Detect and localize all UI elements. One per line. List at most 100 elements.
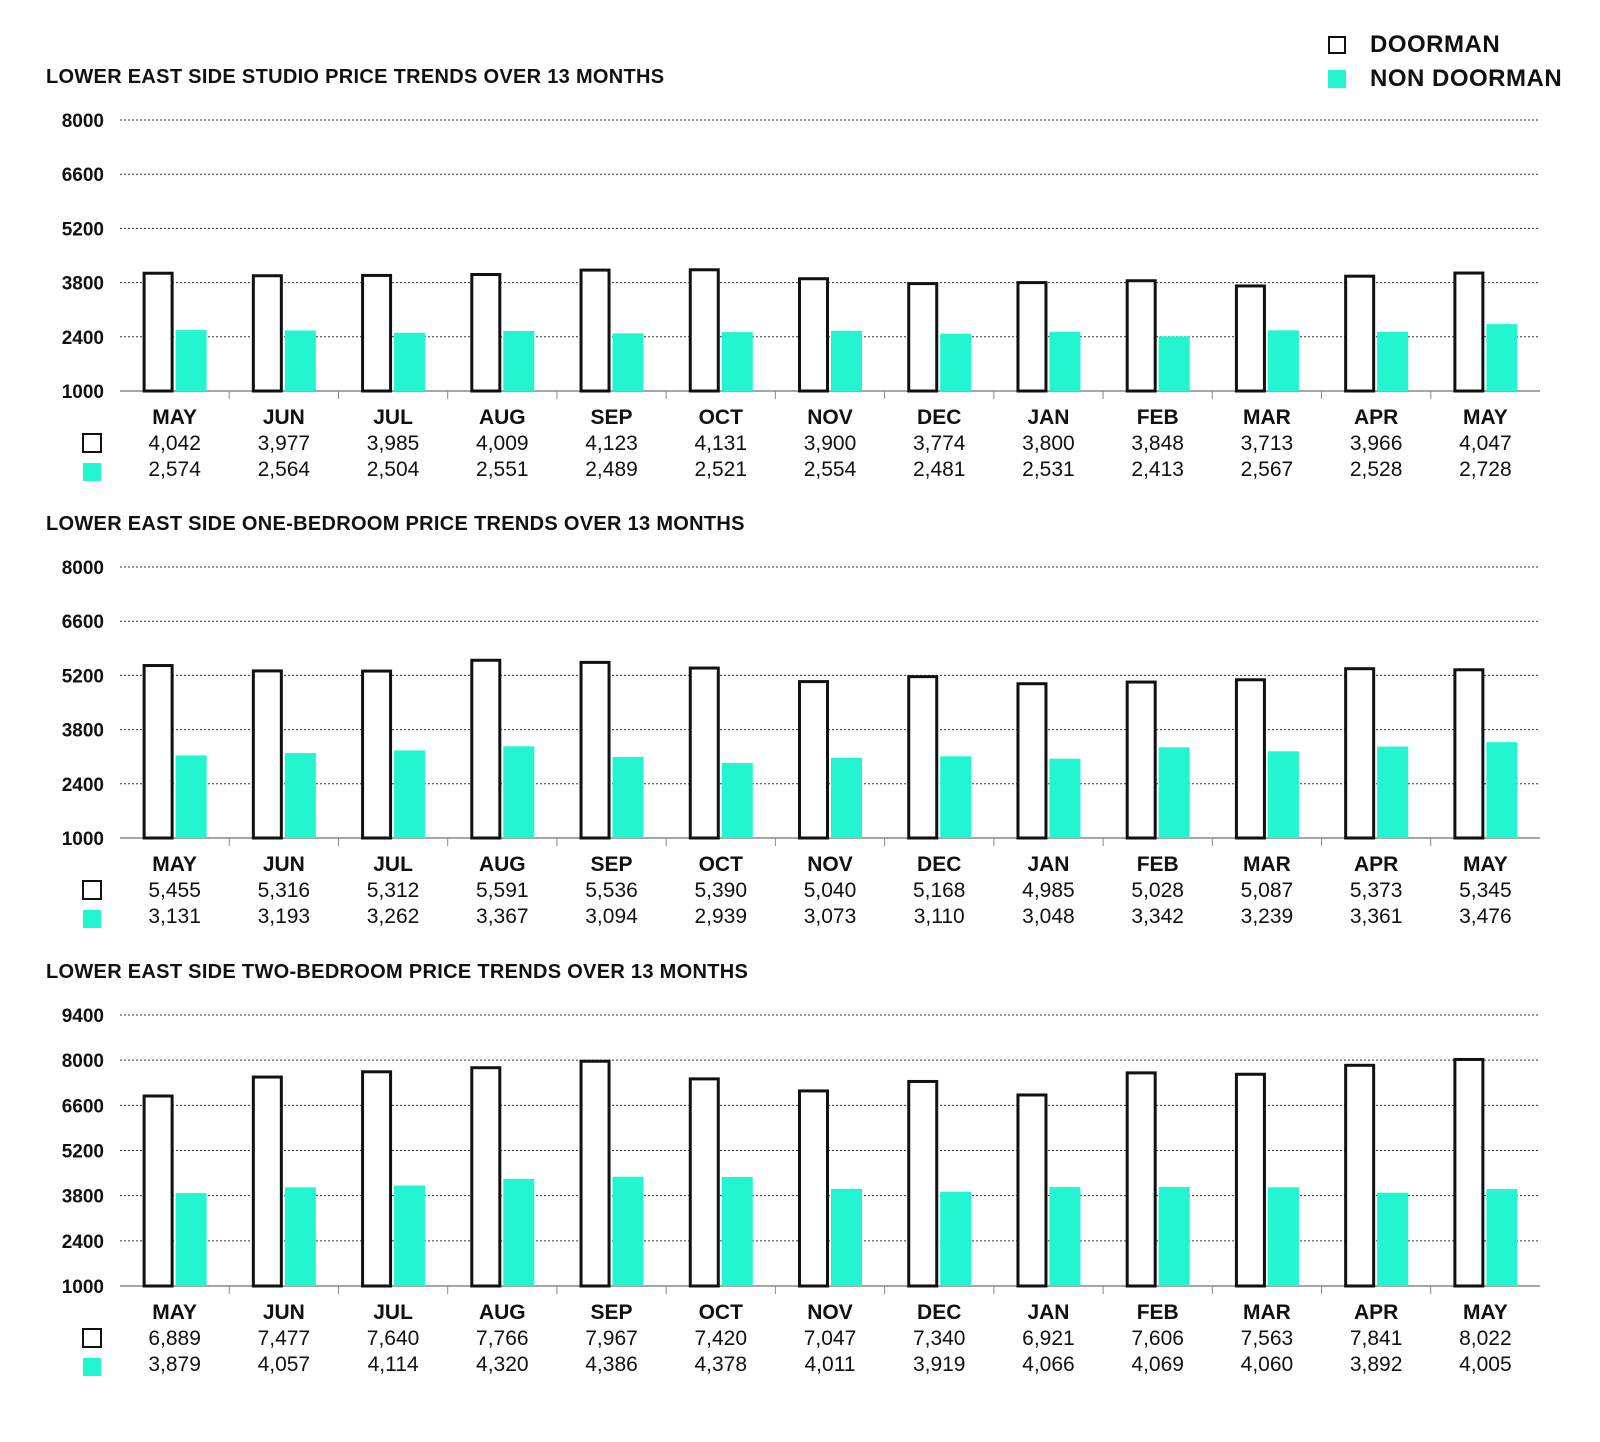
- legend-non-doorman: NON DOORMAN: [1328, 62, 1562, 96]
- chart-title: LOWER EAST SIDE ONE-BEDROOM PRICE TRENDS…: [46, 513, 745, 535]
- x-tick-label: NOV: [807, 406, 853, 429]
- x-tick-label: FEB: [1137, 1301, 1179, 1324]
- bar-non-doorman: [503, 746, 535, 838]
- data-label-doorman: 3,985: [367, 432, 420, 455]
- bar-doorman: [361, 273, 393, 393]
- bar-doorman: [907, 282, 939, 393]
- data-label-doorman: 3,848: [1131, 432, 1184, 455]
- data-label-non-doorman: 3,048: [1022, 905, 1075, 928]
- data-label-doorman: 7,477: [258, 1327, 311, 1350]
- data-label-doorman: 5,455: [148, 879, 201, 902]
- data-label-non-doorman: 3,476: [1459, 905, 1512, 928]
- bar-doorman: [798, 1089, 829, 1288]
- bar-non-doorman: [1049, 758, 1081, 838]
- bar-doorman: [142, 1094, 174, 1288]
- bar-non-doorman: [721, 762, 753, 838]
- bar-non-doorman: [721, 1177, 753, 1286]
- y-tick-label: 1000: [62, 1277, 104, 1298]
- data-label-non-doorman: 2,574: [148, 458, 201, 481]
- bar-doorman: [1234, 284, 1266, 393]
- bar-non-doorman: [1049, 1187, 1081, 1286]
- x-tick-label: JUN: [263, 1301, 305, 1324]
- one-bedroom-chart: LOWER EAST SIDE ONE-BEDROOM PRICE TRENDS…: [0, 513, 1600, 961]
- bar-doorman: [470, 658, 502, 840]
- x-tick-label: OCT: [699, 853, 744, 876]
- bar-non-doorman: [1158, 747, 1190, 838]
- bar-non-doorman: [503, 1178, 535, 1286]
- bar-doorman: [1344, 274, 1376, 393]
- bar-non-doorman: [1267, 1187, 1299, 1286]
- data-label-doorman: 5,312: [367, 879, 420, 902]
- bar-non-doorman: [1377, 1192, 1409, 1286]
- x-tick-label: DEC: [917, 1301, 961, 1324]
- legend-doorman-label: DOORMAN: [1370, 31, 1501, 58]
- bar-doorman: [1234, 678, 1266, 840]
- y-tick-label: 5200: [62, 1142, 104, 1163]
- data-label-doorman: 5,536: [585, 879, 638, 902]
- data-label-non-doorman: 2,728: [1459, 458, 1512, 481]
- bar-non-doorman: [1377, 746, 1409, 838]
- data-label-doorman: 5,591: [476, 879, 529, 902]
- data-label-non-doorman: 3,193: [258, 905, 311, 928]
- bar-non-doorman: [1267, 330, 1299, 391]
- bar-doorman: [1016, 682, 1048, 840]
- bar-doorman: [1344, 1063, 1376, 1288]
- data-label-non-doorman: 4,114: [368, 1353, 419, 1376]
- x-tick-label: FEB: [1137, 406, 1179, 429]
- data-label-doorman: 7,047: [804, 1327, 857, 1350]
- outline-square-icon: [82, 880, 102, 900]
- x-tick-label: MAY: [1463, 406, 1508, 429]
- legend-non-doorman-label: NON DOORMAN: [1370, 65, 1563, 92]
- data-label-doorman: 3,800: [1022, 432, 1075, 455]
- data-label-doorman: 5,345: [1459, 879, 1512, 902]
- x-tick-label: FEB: [1137, 853, 1179, 876]
- bar-doorman: [579, 268, 611, 393]
- x-tick-label: AUG: [479, 406, 526, 429]
- bar-doorman: [251, 274, 283, 393]
- x-tick-label: MAY: [1463, 853, 1508, 876]
- y-tick-label: 3800: [62, 721, 104, 742]
- x-tick-label: APR: [1354, 1301, 1398, 1324]
- bar-doorman: [798, 277, 829, 393]
- bar-non-doorman: [1377, 331, 1409, 391]
- y-tick-label: 8000: [62, 111, 104, 132]
- data-label-non-doorman: 3,131: [148, 905, 201, 928]
- data-label-non-doorman: 2,504: [367, 458, 420, 481]
- filled-square-icon: [83, 1358, 101, 1376]
- data-label-non-doorman: 3,073: [804, 905, 857, 928]
- bar-non-doorman: [612, 1176, 644, 1286]
- y-tick-label: 8000: [62, 1051, 104, 1072]
- data-label-doorman: 7,340: [913, 1327, 966, 1350]
- bar-non-doorman: [175, 755, 207, 838]
- data-label-doorman: 4,985: [1022, 879, 1075, 902]
- bar-doorman: [1453, 1057, 1485, 1288]
- data-label-doorman: 7,606: [1131, 1327, 1184, 1350]
- data-label-non-doorman: 4,005: [1459, 1353, 1512, 1376]
- data-label-non-doorman: 3,239: [1241, 905, 1294, 928]
- outline-square-icon: [82, 433, 102, 453]
- y-tick-label: 1000: [62, 382, 104, 403]
- y-tick-label: 9400: [62, 1006, 104, 1027]
- bar-doorman: [688, 666, 720, 840]
- data-label-doorman: 4,047: [1459, 432, 1512, 455]
- data-label-doorman: 5,168: [913, 879, 966, 902]
- bar-non-doorman: [1267, 751, 1299, 838]
- bar-non-doorman: [1486, 324, 1518, 391]
- bar-non-doorman: [503, 330, 535, 391]
- data-label-non-doorman: 3,361: [1350, 905, 1403, 928]
- data-label-non-doorman: 3,367: [476, 905, 529, 928]
- bar-doorman: [251, 669, 283, 840]
- one-bedroom-chart-plot: 8000 6600 5200 3800 2400 1000 MAY 5,455 3,131 JUN…: [62, 558, 1540, 928]
- data-label-non-doorman: 3,879: [148, 1353, 201, 1376]
- y-tick-label: 6600: [62, 1096, 104, 1117]
- bar-non-doorman: [612, 756, 644, 838]
- y-tick-label: 5200: [62, 666, 104, 687]
- data-label-non-doorman: 2,551: [476, 458, 529, 481]
- bar-doorman: [1125, 680, 1157, 840]
- data-label-non-doorman: 2,564: [258, 458, 311, 481]
- x-tick-label: OCT: [699, 1301, 744, 1324]
- bar-doorman: [142, 271, 174, 393]
- bar-non-doorman: [1158, 336, 1190, 391]
- bar-non-doorman: [940, 1191, 972, 1286]
- bar-doorman: [361, 669, 393, 840]
